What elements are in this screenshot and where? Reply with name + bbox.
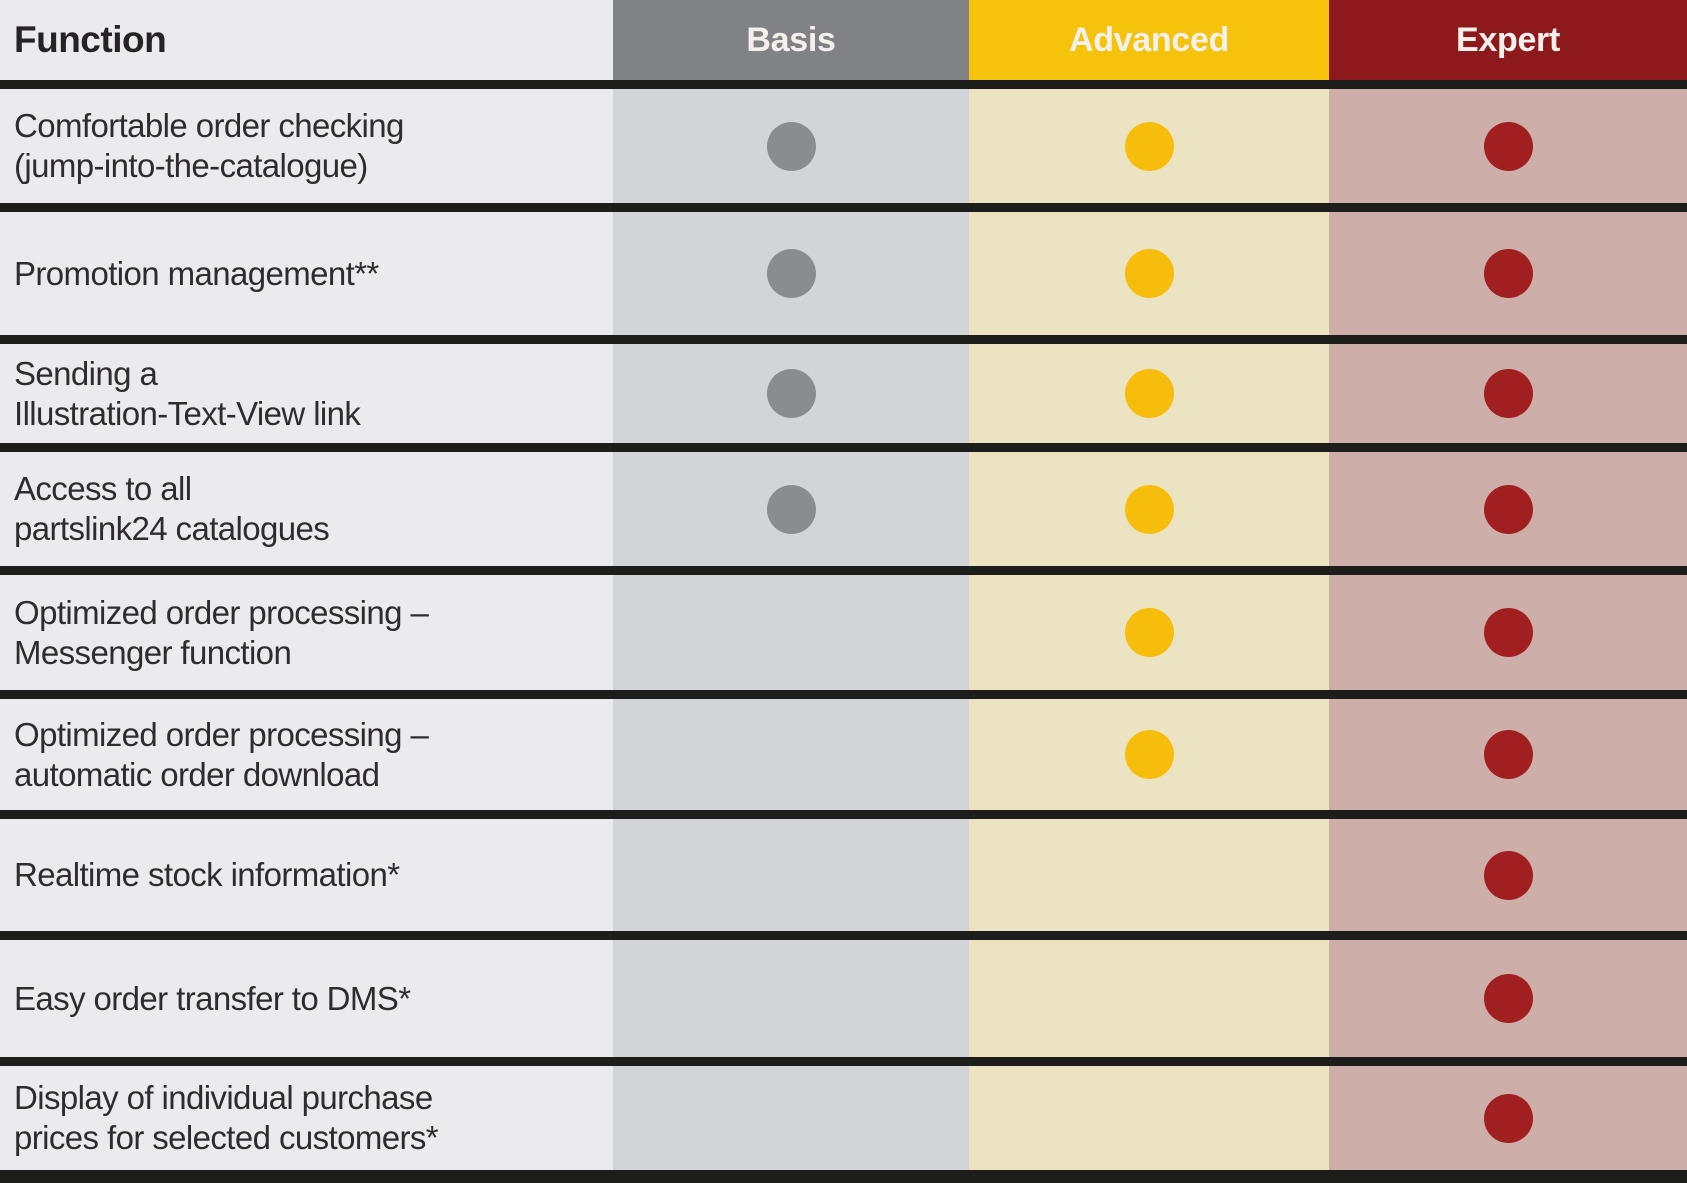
column-header-function: Function [0,0,613,80]
table-row: Access to all partslink24 catalogues [0,452,1687,575]
table-row: Realtime stock information* [0,819,1687,940]
table-row: Easy order transfer to DMS* [0,940,1687,1066]
function-label: Access to all partslink24 catalogues [14,470,330,547]
function-cell: Comfortable order checking (jump-into-th… [0,89,613,203]
expert-cell [1329,89,1687,203]
expert-cell [1329,940,1687,1057]
expert-cell [1329,1066,1687,1170]
advanced-header-label: Advanced [1068,20,1230,59]
basis-cell [613,344,969,443]
table-header-row: Function Basis Advanced Expert [0,0,1687,89]
table-row: Sending a Illustration-Text-View link [0,344,1687,452]
advanced-cell [969,819,1329,931]
table-row: Optimized order processing – automatic o… [0,699,1687,819]
included-dot-expert [1483,121,1533,171]
bottom-border [0,1170,1687,1183]
expert-cell [1329,212,1687,335]
table-row: Optimized order processing – Messenger f… [0,575,1687,699]
expert-cell [1329,575,1687,690]
included-dot-expert [1483,1093,1533,1143]
included-dot-advanced [1124,121,1174,171]
advanced-cell [969,89,1329,203]
included-dot-expert [1483,369,1533,418]
advanced-cell [969,1066,1329,1170]
included-dot-basis [766,249,816,298]
advanced-cell [969,212,1329,335]
basis-cell [613,1066,969,1170]
function-cell: Display of individual purchase prices fo… [0,1066,613,1170]
table-row: Promotion management** [0,212,1687,344]
included-dot-basis [766,369,816,418]
function-cell: Access to all partslink24 catalogues [0,452,613,566]
expert-cell [1329,344,1687,443]
function-label: Optimized order processing – Messenger f… [14,593,429,671]
function-cell: Realtime stock information* [0,819,613,931]
function-label: Display of individual purchase prices fo… [14,1079,439,1156]
included-dot-advanced [1124,484,1174,534]
function-header-label: Function [14,19,167,60]
included-dot-advanced [1124,249,1174,298]
table-row: Comfortable order checking (jump-into-th… [0,89,1687,212]
expert-cell [1329,452,1687,566]
advanced-cell [969,940,1329,1057]
function-label: Realtime stock information* [14,856,400,893]
basis-cell [613,819,969,931]
function-cell: Optimized order processing – Messenger f… [0,575,613,690]
included-dot-expert [1483,608,1533,657]
basis-cell [613,575,969,690]
included-dot-basis [766,121,816,171]
column-header-advanced: Advanced [969,0,1329,80]
expert-cell [1329,699,1687,810]
expert-cell [1329,819,1687,931]
table-row: Display of individual purchase prices fo… [0,1066,1687,1170]
included-dot-expert [1483,249,1533,298]
basis-header-label: Basis [746,20,836,59]
included-dot-expert [1483,484,1533,534]
advanced-cell [969,575,1329,690]
function-label: Optimized order processing – automatic o… [14,715,429,793]
advanced-cell [969,344,1329,443]
basis-cell [613,452,969,566]
function-label: Easy order transfer to DMS* [14,979,411,1017]
function-label: Sending a Illustration-Text-View link [14,354,361,432]
function-cell: Sending a Illustration-Text-View link [0,344,613,443]
column-header-expert: Expert [1329,0,1687,80]
included-dot-expert [1483,730,1533,779]
included-dot-advanced [1124,608,1174,657]
function-label: Comfortable order checking (jump-into-th… [14,107,404,184]
function-cell: Optimized order processing – automatic o… [0,699,613,810]
expert-header-label: Expert [1455,20,1561,59]
advanced-cell [969,452,1329,566]
basis-cell [613,89,969,203]
function-cell: Promotion management** [0,212,613,335]
included-dot-expert [1483,974,1533,1023]
included-dot-advanced [1124,369,1174,418]
column-header-basis: Basis [613,0,969,80]
included-dot-advanced [1124,730,1174,779]
basis-cell [613,699,969,810]
advanced-cell [969,699,1329,810]
included-dot-basis [766,484,816,534]
basis-cell [613,940,969,1057]
basis-cell [613,212,969,335]
function-cell: Easy order transfer to DMS* [0,940,613,1057]
function-label: Promotion management** [14,254,379,292]
included-dot-expert [1483,850,1533,900]
